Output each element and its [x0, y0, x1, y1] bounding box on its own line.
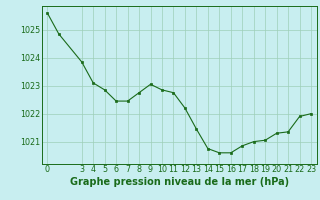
X-axis label: Graphe pression niveau de la mer (hPa): Graphe pression niveau de la mer (hPa) [70, 177, 289, 187]
